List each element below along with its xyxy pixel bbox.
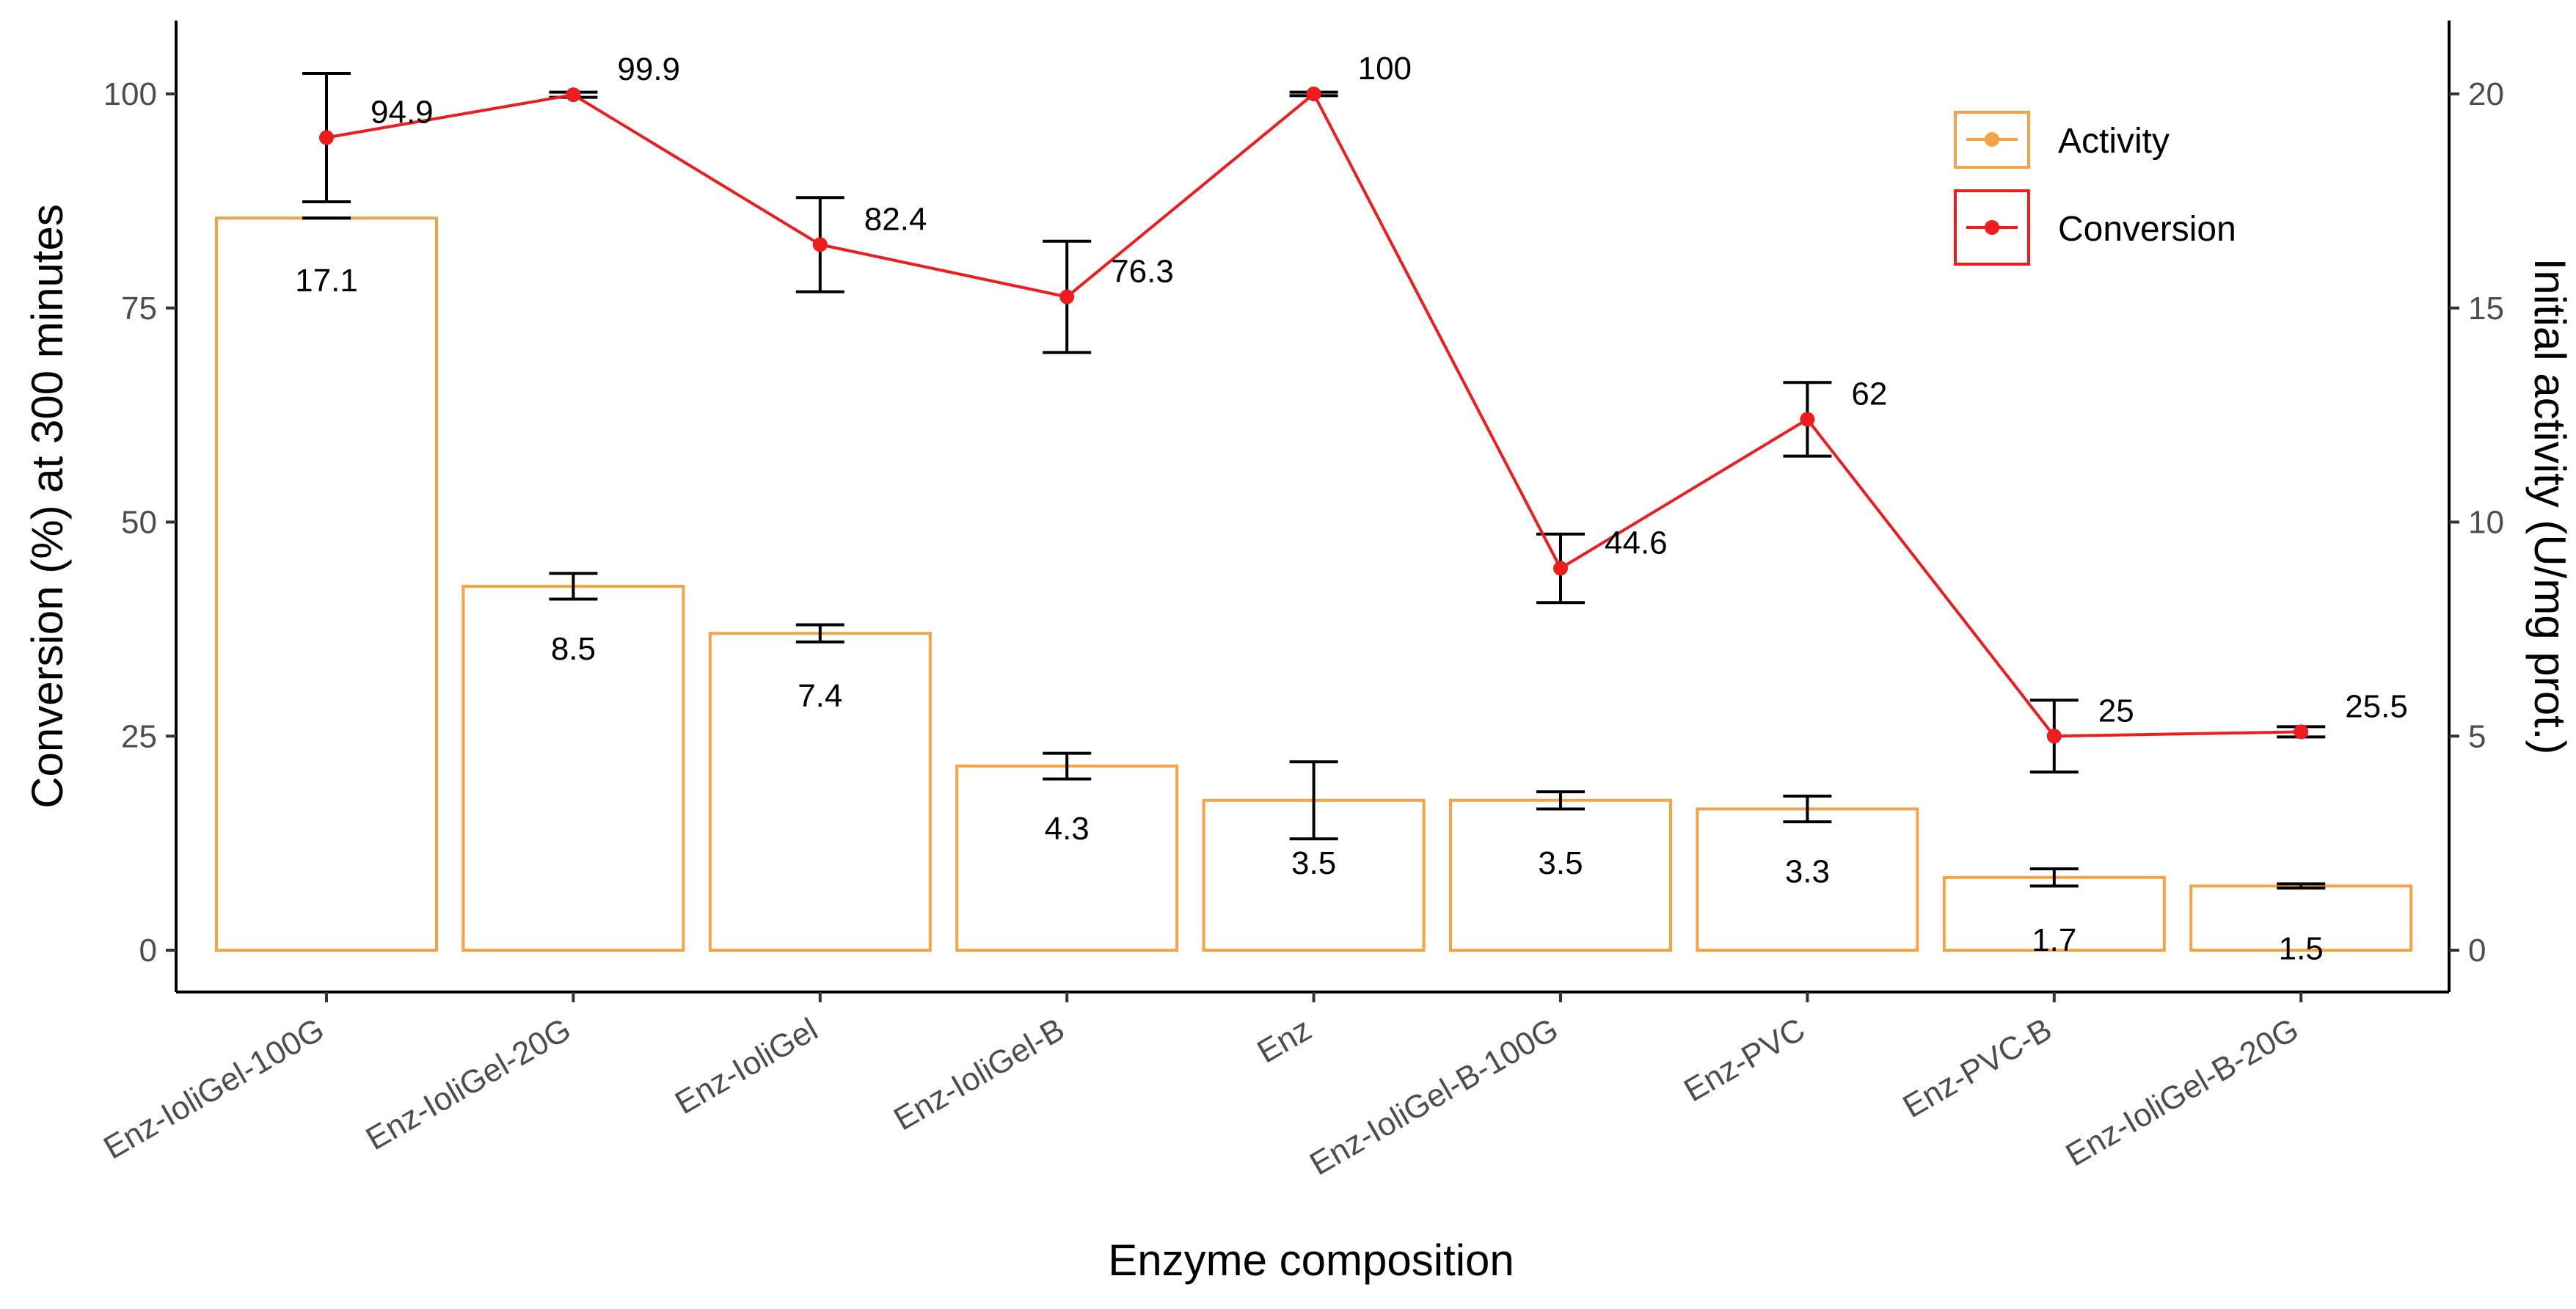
activity-bar — [708, 632, 932, 952]
activity-data-label: 3.5 — [1538, 845, 1583, 881]
y-left-tick-label: 0 — [139, 933, 157, 969]
conversion-data-label: 62 — [1851, 376, 1887, 412]
y-right-tick-label: 20 — [2468, 76, 2504, 112]
y-axis-right-title: Initial activity (U/mg prot.) — [2525, 258, 2575, 755]
activity-bar — [1696, 807, 1919, 952]
activity-data-label: 17.1 — [295, 263, 358, 299]
data-labels: 17.1 8.5 7.4 4.3 3.5 3.5 3.3 1.7 1.5 94.9 99.9 82.4… — [295, 51, 2408, 966]
conversion-data-label: 99.9 — [617, 51, 680, 87]
activity-data-label: 1.5 — [2279, 930, 2324, 966]
conversion-point — [2046, 729, 2062, 744]
conversion-data-label: 25.5 — [2345, 688, 2408, 724]
conversion-point — [2294, 724, 2309, 740]
y-right-tick-label: 0 — [2468, 933, 2486, 969]
conversion-data-label: 82.4 — [864, 201, 927, 237]
legend-label-conversion: Conversion — [2058, 210, 2236, 249]
legend-label-activity: Activity — [2058, 122, 2170, 161]
activity-bar — [1942, 875, 2166, 952]
activity-bar — [1449, 798, 1672, 952]
conversion-point — [566, 87, 581, 103]
activity-bar — [955, 765, 1179, 952]
conversion-data-label: 94.9 — [371, 95, 434, 131]
activity-bar — [2189, 884, 2413, 952]
activity-data-label: 8.5 — [551, 631, 596, 667]
activity-data-label: 7.4 — [798, 678, 842, 714]
conversion-data-label: 25 — [2098, 693, 2134, 729]
activity-data-label: 3.5 — [1291, 845, 1336, 881]
conversion-point — [1059, 289, 1075, 305]
legend: Activity Conversion — [1954, 111, 2236, 266]
conversion-series — [319, 87, 2309, 744]
y-left-tick-label: 50 — [121, 505, 157, 541]
y-right-tick-label: 5 — [2468, 718, 2486, 754]
conversion-point — [1553, 561, 1568, 576]
x-axis-title: Enzyme composition — [1108, 1236, 1514, 1285]
conversion-data-label: 100 — [1358, 51, 1412, 87]
y-left-tick-label: 25 — [121, 718, 157, 754]
y-left-tick-label: 100 — [103, 76, 157, 112]
y-axis-left-title: Conversion (%) at 300 minutes — [23, 204, 72, 809]
activity-bar — [215, 216, 438, 952]
legend-marker-activity — [1985, 132, 1999, 147]
y-left-tick-label: 75 — [121, 291, 157, 327]
conversion-data-label: 44.6 — [1605, 525, 1668, 561]
y-right-tick-label: 10 — [2468, 505, 2504, 541]
activity-bars — [215, 216, 2413, 952]
conversion-point — [1800, 412, 1815, 427]
conversion-point — [812, 237, 828, 252]
conversion-point — [1306, 87, 1321, 101]
y-right-tick-label: 15 — [2468, 291, 2504, 327]
activity-data-label: 1.7 — [2032, 922, 2076, 958]
activity-data-label: 3.3 — [1785, 853, 1830, 889]
conversion-data-label: 76.3 — [1111, 254, 1174, 290]
legend-marker-conversion — [1985, 220, 1999, 235]
conversion-point — [319, 130, 334, 145]
activity-data-label: 4.3 — [1045, 811, 1090, 847]
